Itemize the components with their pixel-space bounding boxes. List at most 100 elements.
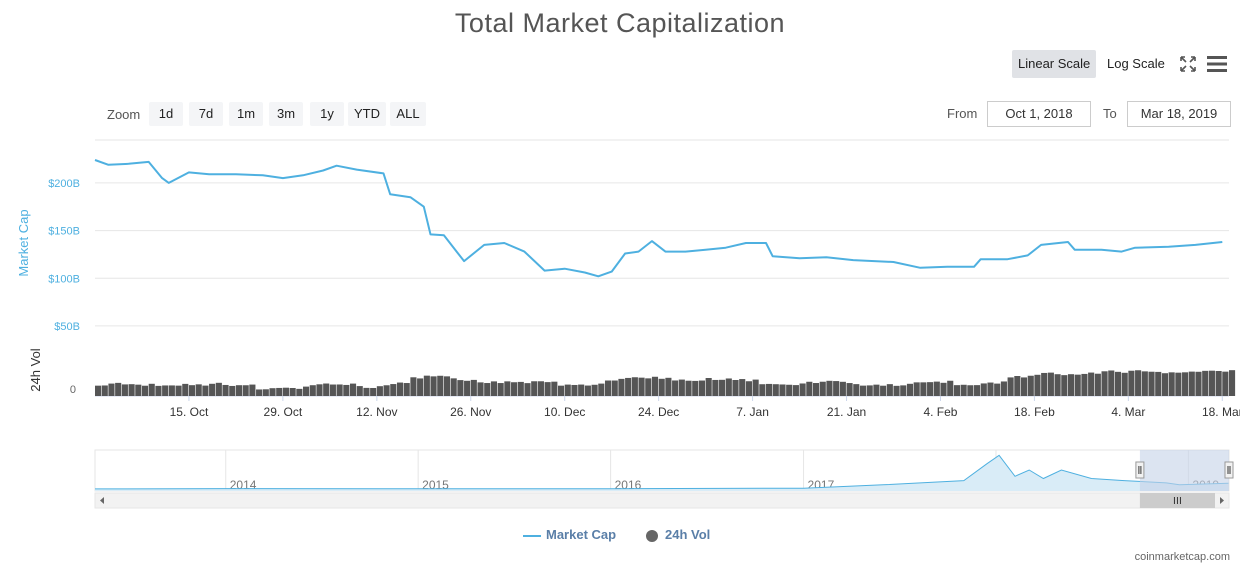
legend-line-icon — [523, 534, 541, 537]
volume-bar — [511, 382, 518, 396]
zoom-ytd-button[interactable]: YTD — [348, 102, 386, 126]
volume-bar — [296, 388, 303, 396]
volume-bar — [215, 382, 222, 396]
volume-axis-title: 24h Vol — [28, 348, 43, 391]
from-label: From — [947, 106, 978, 121]
volume-bar — [1215, 370, 1222, 396]
volume-bar — [484, 383, 491, 396]
x-tick-label: 18. Mar — [1202, 405, 1240, 419]
volume-bar — [866, 385, 873, 396]
volume-bar — [477, 382, 484, 396]
volume-bar — [1121, 372, 1128, 396]
volume-bar — [1041, 372, 1048, 396]
legend-24h-vol[interactable]: 24h Vol — [646, 526, 710, 544]
volume-bar — [940, 382, 947, 396]
volume-bar — [994, 383, 1001, 396]
x-tick-label: 26. Nov — [450, 405, 491, 419]
volume-bar — [443, 376, 451, 396]
y-tick-label: $200B — [48, 178, 80, 190]
volume-bar — [349, 383, 357, 396]
volume-bar — [772, 384, 779, 396]
volume-bar — [282, 387, 289, 396]
volume-bar — [1108, 370, 1115, 396]
volume-bar — [1101, 371, 1108, 396]
volume-bar — [383, 385, 390, 396]
linear-scale-button[interactable]: Linear Scale — [1012, 50, 1097, 78]
volume-bar — [1094, 373, 1101, 396]
zoom-all-button[interactable]: ALL — [390, 102, 426, 126]
volume-bar — [417, 378, 424, 396]
x-tick-label: 10. Dec — [544, 405, 585, 419]
volume-bar — [1007, 377, 1014, 396]
to-date-input[interactable]: Mar 18, 2019 — [1127, 101, 1231, 127]
volume-bar — [759, 384, 766, 396]
volume-bar — [430, 376, 437, 396]
volume-bar — [779, 384, 786, 396]
volume-bar — [410, 377, 417, 396]
volume-bar — [739, 379, 746, 396]
volume-bar — [960, 384, 967, 396]
volume-bar — [967, 385, 974, 396]
navigator-handle — [1224, 461, 1234, 479]
x-tick-label: 12. Nov — [356, 405, 397, 419]
volume-bar — [1229, 370, 1236, 396]
volume-bar — [531, 381, 538, 396]
volume-bar — [1074, 374, 1081, 396]
x-tick-label: 7. Jan — [736, 405, 769, 419]
volume-bar — [202, 385, 209, 396]
volume-bar — [229, 385, 236, 396]
volume-bar — [604, 380, 612, 396]
volume-bar — [658, 378, 665, 396]
volume-bar — [256, 389, 263, 396]
zoom-1m-button[interactable]: 1m — [229, 102, 263, 126]
volume-bar — [544, 382, 551, 396]
navigator-handle — [1135, 461, 1145, 479]
volume-bar — [651, 376, 659, 396]
volume-bar — [423, 375, 430, 396]
volume-bar — [182, 383, 189, 396]
zoom-3m-button[interactable]: 3m — [269, 102, 303, 126]
zoom-7d-button[interactable]: 7d — [189, 102, 223, 126]
scroll-right-icon — [1220, 497, 1224, 504]
volume-bar — [1114, 371, 1122, 396]
volume-bar — [222, 384, 229, 396]
volume-bar — [638, 377, 645, 396]
volume-bar — [571, 384, 578, 396]
volume-bar — [1161, 373, 1169, 396]
volume-bar — [1000, 381, 1007, 396]
volume-bar — [685, 380, 692, 396]
volume-bar — [1014, 376, 1021, 396]
expand-icon[interactable] — [1177, 53, 1199, 75]
volume-bar — [269, 388, 276, 396]
legend-24h-vol-label: 24h Vol — [665, 527, 711, 542]
scroll-left-icon — [100, 497, 104, 504]
hamburger-menu-icon[interactable] — [1206, 53, 1228, 75]
from-date-input[interactable]: Oct 1, 2018 — [987, 101, 1091, 127]
volume-bar — [175, 385, 182, 396]
volume-bar — [242, 385, 249, 396]
navigator-line — [94, 454, 1229, 490]
volume-bar — [719, 379, 726, 396]
volume-bar — [980, 383, 987, 396]
zoom-1y-button[interactable]: 1y — [310, 102, 344, 126]
volume-bar — [524, 383, 531, 396]
scrollbar-track — [94, 492, 1230, 509]
volume-bar — [833, 381, 840, 396]
volume-bar — [437, 375, 444, 396]
legend-market-cap[interactable]: Market Cap — [523, 526, 616, 544]
volume-bar — [692, 380, 699, 396]
volume-bar — [1188, 371, 1195, 396]
log-scale-button[interactable]: Log Scale — [1107, 56, 1165, 71]
volume-bar — [913, 382, 920, 396]
zoom-1d-button[interactable]: 1d — [149, 102, 183, 126]
volume-bar — [464, 380, 471, 396]
volume-bar — [745, 381, 752, 396]
volume-bar — [1195, 371, 1202, 396]
volume-bar — [591, 384, 598, 396]
volume-bar — [1222, 371, 1229, 396]
volume-bar — [517, 381, 524, 396]
x-tick-label: 29. Oct — [264, 405, 303, 419]
volume-bar — [665, 377, 672, 396]
volume-bar — [631, 377, 638, 396]
volume-bar — [1020, 377, 1028, 396]
